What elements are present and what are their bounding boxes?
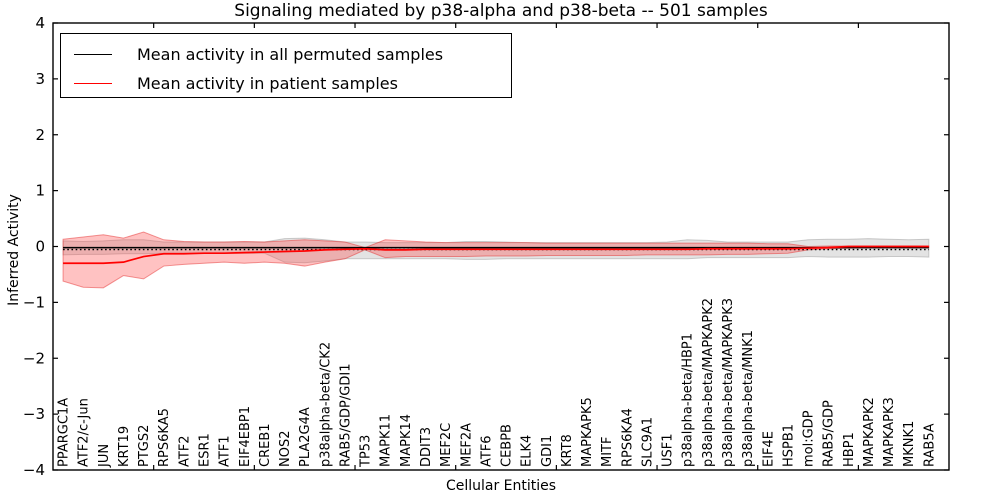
patient-mean-line [63,245,929,265]
x-category-label: mol:GDP [802,410,817,467]
x-axis-label: Cellular Entities [445,478,557,494]
y-tick-label: −3 [23,405,45,423]
x-category-label: HSPB1 [781,424,796,467]
x-category-label: p38alpha-beta/MNK1 [741,330,756,467]
x-category-label: RPS6KA4 [620,408,635,467]
y-axis-label: Inferred Activity [6,194,22,306]
x-category-label: PTGS2 [137,425,152,467]
x-category-label: TP53 [359,435,374,468]
x-category-label: JUN [97,444,112,468]
x-category-label: MITF [600,437,615,467]
x-category-label: MAPK14 [399,414,414,467]
x-category-label: DDIT3 [419,427,434,467]
legend-label: Mean activity in patient samples [137,74,398,93]
chart-title: Signaling mediated by p38-alpha and p38-… [234,1,768,21]
x-category-label: EIF4EBP1 [238,406,253,467]
x-category-label: KRT19 [117,426,132,467]
legend-entry-permuted: Mean activity in all permuted samples [61,40,511,69]
x-category-label: RAB5A [922,423,937,467]
patient-line-swatch [74,83,112,84]
y-tick-label: 2 [35,126,45,144]
y-tick-label: 4 [35,14,45,32]
x-category-label: HBP1 [842,432,857,467]
x-category-label: p38alpha-beta/CK2 [318,342,333,467]
x-category-label: USF1 [661,433,676,467]
x-category-label: MKNK1 [902,421,917,467]
x-category-label: p38alpha-beta/MAPKAPK2 [701,298,716,467]
x-category-label: ATF6 [479,435,494,467]
x-category-label: ELK4 [520,435,535,467]
legend-label: Mean activity in all permuted samples [137,45,444,64]
legend: Mean activity in all permuted samples Me… [60,33,512,98]
x-category-label: CREB1 [258,423,273,467]
x-category-label: ATF2/c-Jun [77,398,92,467]
x-category-label: MEF2A [459,423,474,467]
x-category-label: PLA2G4A [298,407,313,467]
x-category-label: ESR1 [198,433,213,467]
x-category-label: ATF1 [218,435,233,467]
x-category-label: RAB5/GDP/GDI1 [338,364,353,467]
legend-entry-patient: Mean activity in patient samples [61,69,511,98]
x-category-label: MAPKAPK2 [862,397,877,467]
permuted-line-swatch [74,54,112,55]
x-category-label: KRT8 [560,434,575,467]
x-category-label: NOS2 [278,431,293,467]
x-category-label: MAPKAPK3 [882,397,897,467]
x-category-label: EIF4E [761,431,776,467]
x-category-label: RPS6KA5 [157,408,172,467]
x-category-label: ATF2 [177,435,192,467]
x-category-label: GDI1 [540,435,555,467]
x-category-label: CEBPB [500,424,515,467]
x-category-label: MAPK11 [379,414,394,467]
x-category-label: p38alpha-beta/HBP1 [681,333,696,467]
x-category-label: MAPKAPK5 [580,397,595,467]
y-tick-label: 1 [35,182,45,200]
y-tick-label: 0 [35,238,45,256]
y-tick-label: −4 [23,461,45,479]
x-category-label: RAB5/GDP [822,400,837,467]
y-tick-label: −2 [23,349,45,367]
x-category-label: SLC9A1 [640,417,655,467]
y-tick-label: 3 [35,70,45,88]
x-category-label: p38alpha-beta/MAPKAPK3 [721,298,736,467]
x-category-label: PPARGC1A [57,398,72,467]
y-tick-label: −1 [23,293,45,311]
x-category-label: MEF2C [439,423,454,467]
